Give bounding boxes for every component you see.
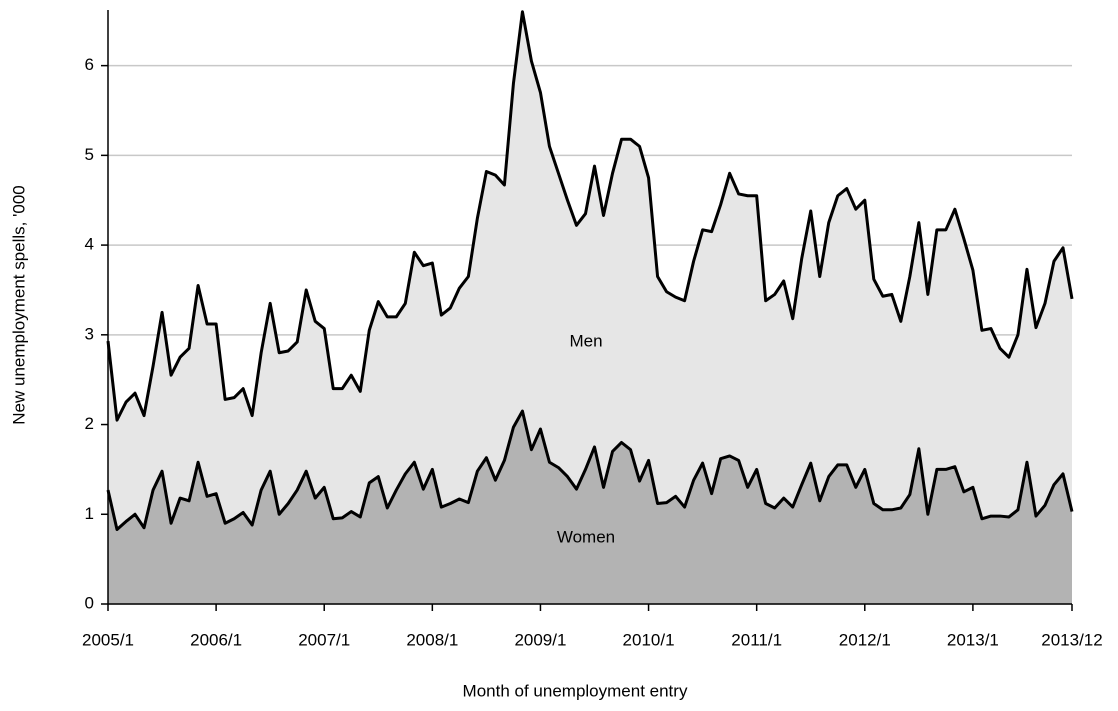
- x-tick-label: 2013/12: [1041, 630, 1102, 649]
- series-line: [106, 409, 1074, 532]
- area: [108, 11, 1072, 605]
- annotation: Men: [569, 331, 602, 350]
- x-tick-label: 2009/1: [514, 630, 566, 649]
- y-tick-label: 1: [85, 504, 94, 523]
- y-tick-label: 3: [85, 324, 94, 343]
- annotation: Women: [557, 527, 615, 546]
- x-tick-label: 2008/1: [406, 630, 458, 649]
- x-tick-label: 2013/1: [947, 630, 999, 649]
- y-tick-label: 0: [85, 593, 94, 612]
- x-tick-label: 2007/1: [298, 630, 350, 649]
- x-tick-label: 2010/1: [623, 630, 675, 649]
- x-tick-label: 2006/1: [190, 630, 242, 649]
- y-tick-label: 6: [85, 55, 94, 74]
- x-axis-title: Month of unemployment entry: [463, 681, 688, 700]
- y-tick-label: 4: [85, 235, 94, 254]
- y-axis-title: New unemployment spells, '000: [9, 185, 28, 424]
- x-tick-label: 2005/1: [82, 630, 134, 649]
- x-tick-label: 2011/1: [731, 630, 782, 649]
- x-tick-label: 2012/1: [839, 630, 891, 649]
- area: [108, 411, 1072, 604]
- series-line: [106, 10, 1074, 422]
- y-tick-label: 2: [85, 414, 94, 433]
- y-tick-label: 5: [85, 145, 94, 164]
